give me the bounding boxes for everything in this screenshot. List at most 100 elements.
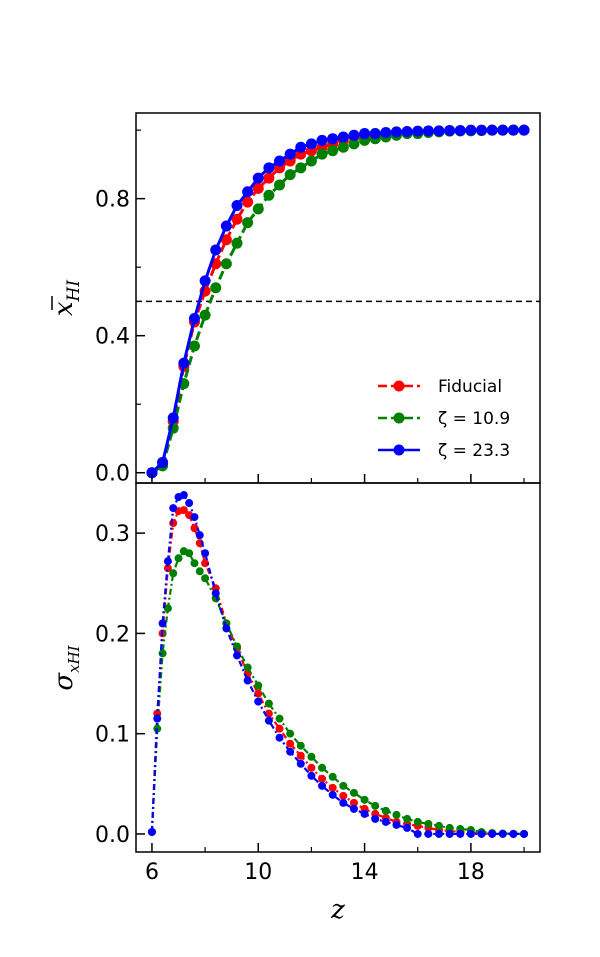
top-point-10-9 (220, 258, 232, 270)
bottom-point-10-9 (392, 810, 401, 819)
top-point-10-9 (284, 169, 296, 181)
top-point-23-3 (444, 124, 456, 136)
bottom-point-10-9 (275, 714, 284, 723)
top-point-23-3 (369, 128, 381, 140)
top-ylabel-sub: HI (64, 280, 84, 303)
bottom-point-10-9 (328, 772, 337, 781)
bottom-point-10-9 (185, 549, 194, 558)
top-point-23-3 (274, 155, 286, 167)
svg-text:xHI: xHI (49, 280, 84, 316)
bottom-point-23-3 (445, 829, 454, 838)
bottom-point-23-3 (233, 651, 241, 660)
bottom-point-23-3 (413, 829, 422, 838)
top-point-23-3 (305, 138, 317, 150)
top-ytick-label: 0.0 (95, 462, 130, 487)
top-point-10-9 (188, 340, 200, 352)
top-ytick-label: 0.8 (95, 188, 130, 213)
bottom-point-23-3 (392, 820, 401, 829)
top-point-23-3 (157, 456, 169, 468)
top-point-10-9 (231, 237, 243, 249)
bottom-point-10-9 (424, 819, 433, 828)
top-point-fiducial (220, 234, 232, 246)
bottom-point-23-3 (147, 827, 156, 836)
bottom-point-fiducial (179, 506, 188, 515)
bottom-point-23-3 (190, 513, 199, 522)
xtick-label: 10 (244, 860, 272, 885)
bottom-point-23-3 (243, 676, 252, 685)
bottom-point-fiducial (349, 798, 358, 807)
bottom-point-23-3 (286, 747, 295, 756)
bottom-point-23-3 (509, 829, 518, 838)
bottom-point-23-3 (488, 829, 497, 838)
top-point-23-3 (327, 133, 339, 145)
legend-marker-fiducial (393, 380, 405, 392)
legend-label-zeta-23-3: ζ = 23.3 (438, 441, 510, 461)
bottom-point-23-3 (211, 589, 220, 598)
top-point-23-3 (220, 220, 232, 232)
top-point-10-9 (295, 162, 307, 174)
top-point-23-3 (337, 131, 349, 143)
bottom-point-fiducial (201, 559, 210, 568)
bottom-point-23-3 (222, 624, 231, 633)
bottom-point-10-9 (435, 821, 443, 830)
bottom-point-10-9 (381, 806, 390, 815)
top-ylabel: xHI (49, 280, 84, 316)
bottom-point-23-3 (264, 716, 273, 725)
top-ylabel-main: x (49, 301, 79, 316)
bottom-ylabel: σxHI (49, 644, 83, 690)
top-series-group (146, 124, 530, 479)
xtick-label: 6 (145, 860, 159, 885)
top-point-fiducial (263, 172, 275, 184)
top-point-10-9 (252, 203, 264, 215)
top-point-23-3 (178, 357, 190, 369)
bottom-panel: 0.0 0.1 0.2 0.3 6 10 14 18 σxHI z (49, 482, 541, 925)
bottom-point-10-9 (163, 604, 172, 613)
bottom-point-10-9 (286, 729, 295, 738)
top-point-23-3 (348, 129, 360, 141)
bottom-point-23-3 (466, 829, 475, 838)
top-point-23-3 (390, 126, 402, 138)
bottom-point-fiducial (307, 763, 316, 772)
xtick-label: 18 (457, 860, 485, 885)
bottom-point-fiducial (163, 564, 172, 573)
bottom-point-23-3 (163, 557, 172, 566)
top-point-10-9 (348, 138, 360, 150)
legend-marker-zeta-10-9 (393, 412, 405, 424)
bottom-point-10-9 (169, 569, 178, 578)
top-point-23-3 (422, 125, 434, 137)
bottom-point-10-9 (360, 795, 369, 804)
top-point-23-3 (476, 124, 488, 136)
top-point-23-3 (454, 124, 466, 136)
top-point-10-9 (337, 141, 349, 153)
bottom-point-10-9 (403, 814, 412, 823)
top-point-23-3 (210, 244, 222, 256)
top-point-10-9 (242, 217, 254, 229)
top-point-23-3 (284, 148, 296, 160)
top-point-23-3 (507, 124, 519, 136)
top-point-23-3 (167, 412, 179, 424)
bottom-point-23-3 (201, 549, 210, 558)
top-panel: 0.0 0.4 0.8 Fiducial ζ = 10.9 ζ = 23.3 xHI (49, 112, 541, 487)
bottom-point-10-9 (445, 823, 454, 832)
bottom-ytick-label: 0.0 (95, 823, 130, 848)
bottom-ytick-label: 0.3 (95, 522, 130, 547)
bottom-point-23-3 (403, 823, 412, 832)
bottom-point-23-3 (498, 829, 507, 838)
legend-label-fiducial: Fiducial (438, 377, 502, 397)
bottom-ticks: 0.0 0.1 0.2 0.3 6 10 14 18 (95, 522, 525, 885)
top-point-fiducial (231, 213, 243, 225)
bottom-point-23-3 (520, 829, 529, 838)
top-point-10-9 (199, 309, 211, 321)
bottom-point-10-9 (318, 763, 327, 772)
bottom-point-10-9 (158, 649, 167, 658)
bottom-point-23-3 (153, 714, 162, 723)
top-point-23-3 (295, 141, 307, 153)
bottom-frame (135, 482, 541, 853)
bottom-point-23-3 (318, 781, 327, 790)
top-ytick-label: 0.4 (95, 325, 130, 350)
top-point-23-3 (380, 127, 392, 139)
bottom-point-23-3 (307, 771, 316, 780)
top-point-23-3 (486, 124, 498, 136)
bottom-point-10-9 (243, 663, 252, 672)
top-point-10-9 (316, 148, 328, 160)
